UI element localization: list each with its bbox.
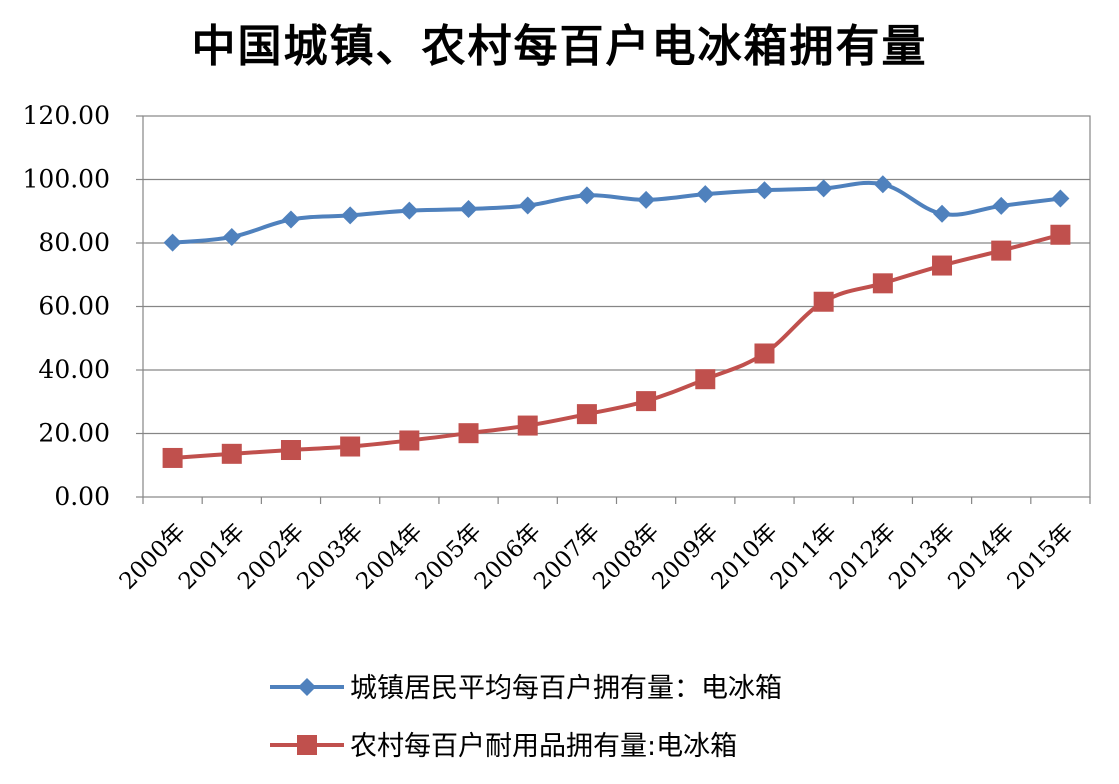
series-2-point — [636, 391, 657, 412]
series-2-point — [221, 443, 242, 464]
series-1-point — [1051, 189, 1070, 208]
x-tick-label: 2008年 — [588, 519, 664, 595]
series-1-point — [696, 185, 715, 204]
series-2-point — [576, 404, 597, 425]
x-tick-label: 2007年 — [529, 519, 605, 595]
legend-marker-2 — [297, 735, 317, 755]
legend-label-1: 城镇居民平均每百户拥有量：电冰箱 — [350, 673, 782, 704]
series-1-point — [459, 200, 478, 219]
series-1-point — [755, 181, 774, 200]
x-tick-label: 2015年 — [1003, 519, 1079, 595]
y-tick-label: 60.00 — [38, 292, 110, 321]
x-tick-label: 2002年 — [233, 519, 309, 595]
series-1-point — [281, 210, 300, 229]
series-1-point — [518, 196, 537, 215]
series-2-point — [1050, 224, 1071, 245]
series-2-point — [399, 430, 420, 451]
series-line-2 — [172, 232, 1061, 460]
x-tick-label: 2006年 — [470, 519, 546, 595]
series-1-point — [400, 201, 419, 220]
x-tick-label: 2001年 — [174, 519, 250, 595]
series-2-point — [162, 447, 183, 468]
series-1-point — [992, 196, 1011, 215]
y-tick-label: 80.00 — [38, 228, 110, 257]
series-2-point — [340, 436, 361, 457]
x-tick-label: 2013年 — [884, 519, 960, 595]
y-tick-label: 100.00 — [23, 165, 110, 194]
y-tick-label: 20.00 — [38, 419, 110, 448]
series-line-1 — [172, 180, 1061, 245]
series-1-point — [873, 175, 892, 194]
series-1-point — [814, 179, 833, 198]
x-tick-label: 2012年 — [825, 519, 901, 595]
series-2-point — [991, 240, 1012, 261]
series-1-point — [222, 227, 241, 246]
series-1-point — [577, 186, 596, 205]
series-2-point — [813, 291, 834, 312]
series-2-point — [458, 423, 479, 444]
series-2-point — [754, 343, 775, 364]
x-tick-label: 2003年 — [292, 519, 368, 595]
x-tick-label: 2004年 — [352, 519, 428, 595]
x-tick-label: 2010年 — [707, 519, 783, 595]
legend-label-2: 农村每百户耐用品拥有量:电冰箱 — [350, 731, 737, 762]
series-1-point — [163, 233, 182, 252]
series-2-point — [872, 273, 893, 294]
x-tick-label: 2005年 — [411, 519, 487, 595]
x-tick-label: 2014年 — [943, 519, 1019, 595]
y-tick-label: 40.00 — [38, 355, 110, 384]
y-tick-label: 0.00 — [54, 482, 110, 511]
series-1-point — [933, 204, 952, 223]
series-1-point — [637, 190, 656, 209]
y-tick-label: 120.00 — [23, 101, 110, 130]
series-2-point — [517, 415, 538, 436]
series-2-point — [932, 255, 953, 276]
x-tick-label: 2000年 — [115, 519, 191, 595]
legend-marker-1 — [298, 678, 316, 696]
x-tick-label: 2009年 — [647, 519, 723, 595]
chart-title: 中国城镇、农村每百户电冰箱拥有量 — [191, 21, 928, 72]
series-1-point — [341, 206, 360, 225]
series-2-point — [695, 369, 716, 390]
series-2-point — [280, 440, 301, 461]
x-tick-label: 2011年 — [766, 519, 842, 595]
